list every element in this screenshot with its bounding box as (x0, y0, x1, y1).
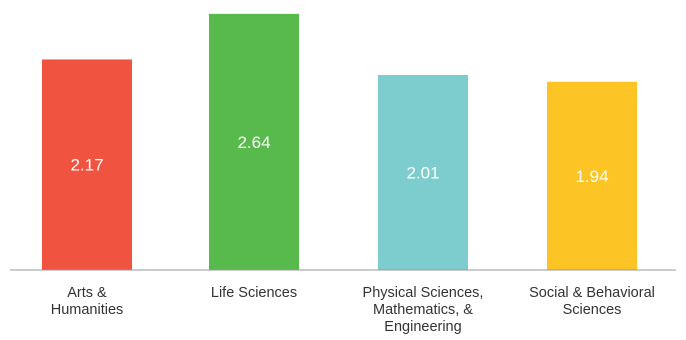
category-label-3: Physical Sciences, Mathematics, & Engineer… (363, 285, 484, 335)
value-labels-group: 2.17 2.64 2.01 1.94 (70, 133, 608, 186)
bar-value-label-2: 2.64 (237, 133, 270, 152)
bar-value-label-3: 2.01 (406, 163, 439, 182)
category-label-1: Arts & Humanities (51, 285, 124, 318)
category-label-line: Humanities (51, 302, 124, 318)
bar-3 (378, 74, 468, 270)
bar-1 (42, 59, 132, 270)
category-label-line: Life Sciences (211, 285, 297, 301)
category-label-line: Social & Behavioral (529, 285, 655, 301)
bar-4 (547, 81, 637, 270)
bar-2 (209, 13, 299, 271)
category-label-line: Mathematics, & (373, 302, 473, 318)
category-label-line: Arts & (67, 285, 107, 301)
bars-group (42, 13, 637, 271)
bar-value-label-4: 1.94 (575, 167, 608, 186)
category-label-line: Physical Sciences, (363, 285, 484, 301)
category-labels-group: Arts & Humanities Life Sciences Physical Sc… (51, 285, 655, 335)
category-label-line: Engineering (384, 319, 461, 335)
category-label-line: Sciences (563, 302, 622, 318)
bar-value-label-1: 2.17 (70, 156, 103, 175)
category-label-4: Social & Behavioral Sciences (529, 285, 655, 318)
category-label-2: Life Sciences (211, 285, 297, 301)
